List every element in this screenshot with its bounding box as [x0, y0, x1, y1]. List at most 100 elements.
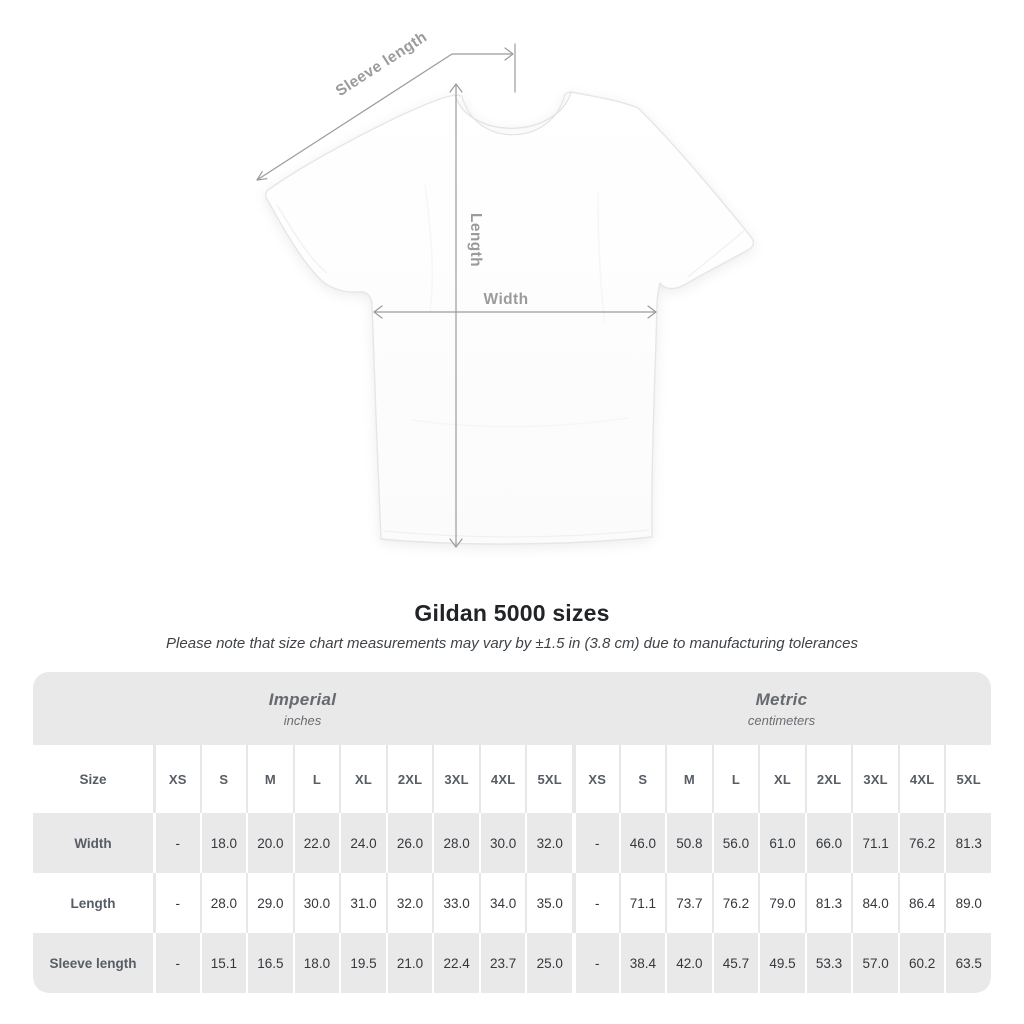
width-value-cell: -	[153, 813, 200, 873]
hem-stitch-line	[382, 529, 650, 538]
width-value-cell: 24.0	[339, 813, 386, 873]
imperial-section-title: Imperial	[268, 689, 337, 709]
size-col-header: S	[199, 745, 247, 813]
row-label-width: Width	[33, 813, 153, 873]
size-col-header: 2XL	[804, 745, 852, 813]
width-value-cell: 56.0	[711, 813, 759, 873]
sleeve-length-row: Sleeve length - 15.1 16.5 18.0 19.5 21.0…	[33, 933, 991, 993]
length-value-cell: 31.0	[339, 873, 386, 933]
size-col-header: L	[711, 745, 759, 813]
left-cuff-stitch-line	[276, 204, 328, 274]
size-table: Imperial inches Metric centimeters Size …	[33, 672, 991, 993]
sleeve-value-cell: 63.5	[944, 933, 991, 993]
length-value-cell: 84.0	[851, 873, 898, 933]
sleeve-value-cell: 38.4	[618, 933, 666, 993]
sleeve-value-cell: 22.4	[432, 933, 479, 993]
width-value-cell: 50.8	[665, 813, 712, 873]
metric-section-title: Metric	[755, 689, 808, 709]
width-dimension-line	[373, 305, 657, 319]
imperial-section-header: Imperial inches	[33, 672, 572, 745]
sleeve-value-cell: 16.5	[246, 933, 293, 993]
row-label-length: Length	[33, 873, 153, 933]
right-cuff-stitch-line	[687, 230, 745, 278]
tshirt-illustration	[265, 91, 755, 545]
length-dimension-line	[449, 83, 463, 548]
width-value-cell: 22.0	[292, 813, 340, 873]
title-block: Gildan 5000 sizes Please note that size …	[0, 599, 1024, 653]
width-value-cell: 81.3	[944, 813, 991, 873]
width-row: Width - 18.0 20.0 22.0 24.0 26.0 28.0 30…	[33, 813, 991, 873]
sleeve-value-cell: 49.5	[758, 933, 805, 993]
size-col-header: M	[246, 745, 293, 813]
tolerance-note: Please note that size chart measurements…	[166, 635, 858, 652]
sleeve-length-dimension-line	[256, 43, 516, 181]
size-col-header: S	[618, 745, 666, 813]
width-value-cell: 76.2	[897, 813, 945, 873]
width-value-cell: 28.0	[432, 813, 479, 873]
size-col-header: 3XL	[851, 745, 898, 813]
size-col-header: L	[292, 745, 340, 813]
width-value-cell: 32.0	[525, 813, 572, 873]
sleeve-value-cell: -	[572, 933, 619, 993]
sleeve-value-cell: 42.0	[665, 933, 712, 993]
width-label: Width	[484, 291, 529, 308]
length-value-cell: 29.0	[246, 873, 293, 933]
size-col-header: M	[665, 745, 712, 813]
size-col-header: XS	[572, 745, 619, 813]
size-col-header: 3XL	[432, 745, 479, 813]
sleeve-value-cell: 57.0	[851, 933, 898, 993]
width-value-cell: 46.0	[618, 813, 666, 873]
length-value-cell: 89.0	[944, 873, 991, 933]
length-value-cell: 76.2	[711, 873, 759, 933]
size-header-row: Size XS S M L XL 2XL 3XL 4XL 5XL XS S M …	[33, 745, 991, 813]
length-value-cell: 32.0	[385, 873, 433, 933]
sleeve-value-cell: 15.1	[199, 933, 247, 993]
width-value-cell: 30.0	[478, 813, 526, 873]
size-col-header: XS	[153, 745, 200, 813]
length-label: Length	[467, 213, 484, 267]
sleeve-value-cell: 53.3	[804, 933, 852, 993]
unit-section-header-band: Imperial inches Metric centimeters	[33, 672, 991, 745]
sleeve-value-cell: 45.7	[711, 933, 759, 993]
length-value-cell: 81.3	[804, 873, 852, 933]
length-value-cell: 79.0	[758, 873, 805, 933]
width-value-cell: 66.0	[804, 813, 852, 873]
collar-band	[454, 91, 572, 136]
sleeve-value-cell: 23.7	[478, 933, 526, 993]
length-row: Length - 28.0 29.0 30.0 31.0 32.0 33.0 3…	[33, 873, 991, 933]
size-col-header: 4XL	[478, 745, 526, 813]
width-value-cell: 71.1	[851, 813, 898, 873]
size-col-header: 4XL	[897, 745, 945, 813]
length-value-cell: 86.4	[897, 873, 945, 933]
size-col-header: 5XL	[525, 745, 572, 813]
length-value-cell: 33.0	[432, 873, 479, 933]
width-value-cell: 20.0	[246, 813, 293, 873]
tshirt-outline	[265, 91, 755, 545]
width-value-cell: 26.0	[385, 813, 433, 873]
size-col-header: XL	[758, 745, 805, 813]
width-value-cell: 18.0	[199, 813, 247, 873]
sleeve-value-cell: 60.2	[897, 933, 945, 993]
length-value-cell: -	[572, 873, 619, 933]
width-value-cell: -	[572, 813, 619, 873]
tshirt-illustration-svg: Sleeve length Length Width	[256, 28, 755, 548]
width-value-cell: 61.0	[758, 813, 805, 873]
length-value-cell: 35.0	[525, 873, 572, 933]
row-label-sleeve-length: Sleeve length	[33, 933, 153, 993]
size-corner-cell: Size	[33, 745, 153, 813]
metric-section-header: Metric centimeters	[572, 672, 991, 745]
size-col-header: XL	[339, 745, 386, 813]
sleeve-value-cell: -	[153, 933, 200, 993]
sleeve-value-cell: 25.0	[525, 933, 572, 993]
sleeve-value-cell: 19.5	[339, 933, 386, 993]
imperial-section-unit: inches	[283, 712, 322, 728]
length-value-cell: 71.1	[618, 873, 666, 933]
sleeve-value-cell: 21.0	[385, 933, 433, 993]
sleeve-length-label: Sleeve length	[333, 28, 430, 100]
length-value-cell: 30.0	[292, 873, 340, 933]
size-col-header: 2XL	[385, 745, 433, 813]
length-value-cell: 28.0	[199, 873, 247, 933]
tshirt-measurement-diagram: Sleeve length Length Width	[256, 28, 755, 548]
length-value-cell: -	[153, 873, 200, 933]
page-title: Gildan 5000 sizes	[414, 600, 610, 626]
